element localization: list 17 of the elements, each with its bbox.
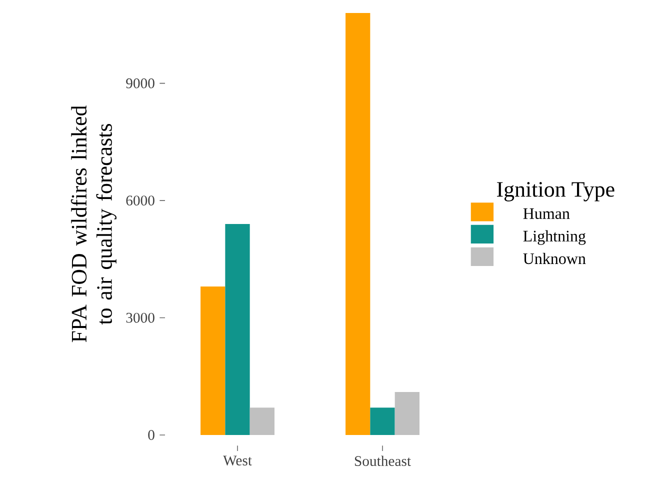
bar xyxy=(225,224,250,435)
y-tick-label: 9000 xyxy=(126,78,154,88)
bar xyxy=(370,408,395,435)
bar xyxy=(200,286,226,435)
bar xyxy=(394,392,420,435)
y-tick-label: 0 xyxy=(148,430,154,440)
legend-label: Lightning xyxy=(523,230,586,245)
x-tick-label: Southeast xyxy=(354,456,411,466)
bar xyxy=(250,408,274,435)
legend-label: Human xyxy=(523,208,570,219)
legend-label: Unknown xyxy=(523,252,586,264)
x-tick-label: West xyxy=(223,456,252,466)
legend-title: Ignition Type xyxy=(496,182,614,202)
y-axis-title: FPA FOD wildfires linked to air quality forecasts xyxy=(70,106,116,342)
y-tick-label: 3000 xyxy=(126,312,154,323)
y-tick-label: 6000 xyxy=(126,196,154,206)
bar xyxy=(346,12,370,435)
